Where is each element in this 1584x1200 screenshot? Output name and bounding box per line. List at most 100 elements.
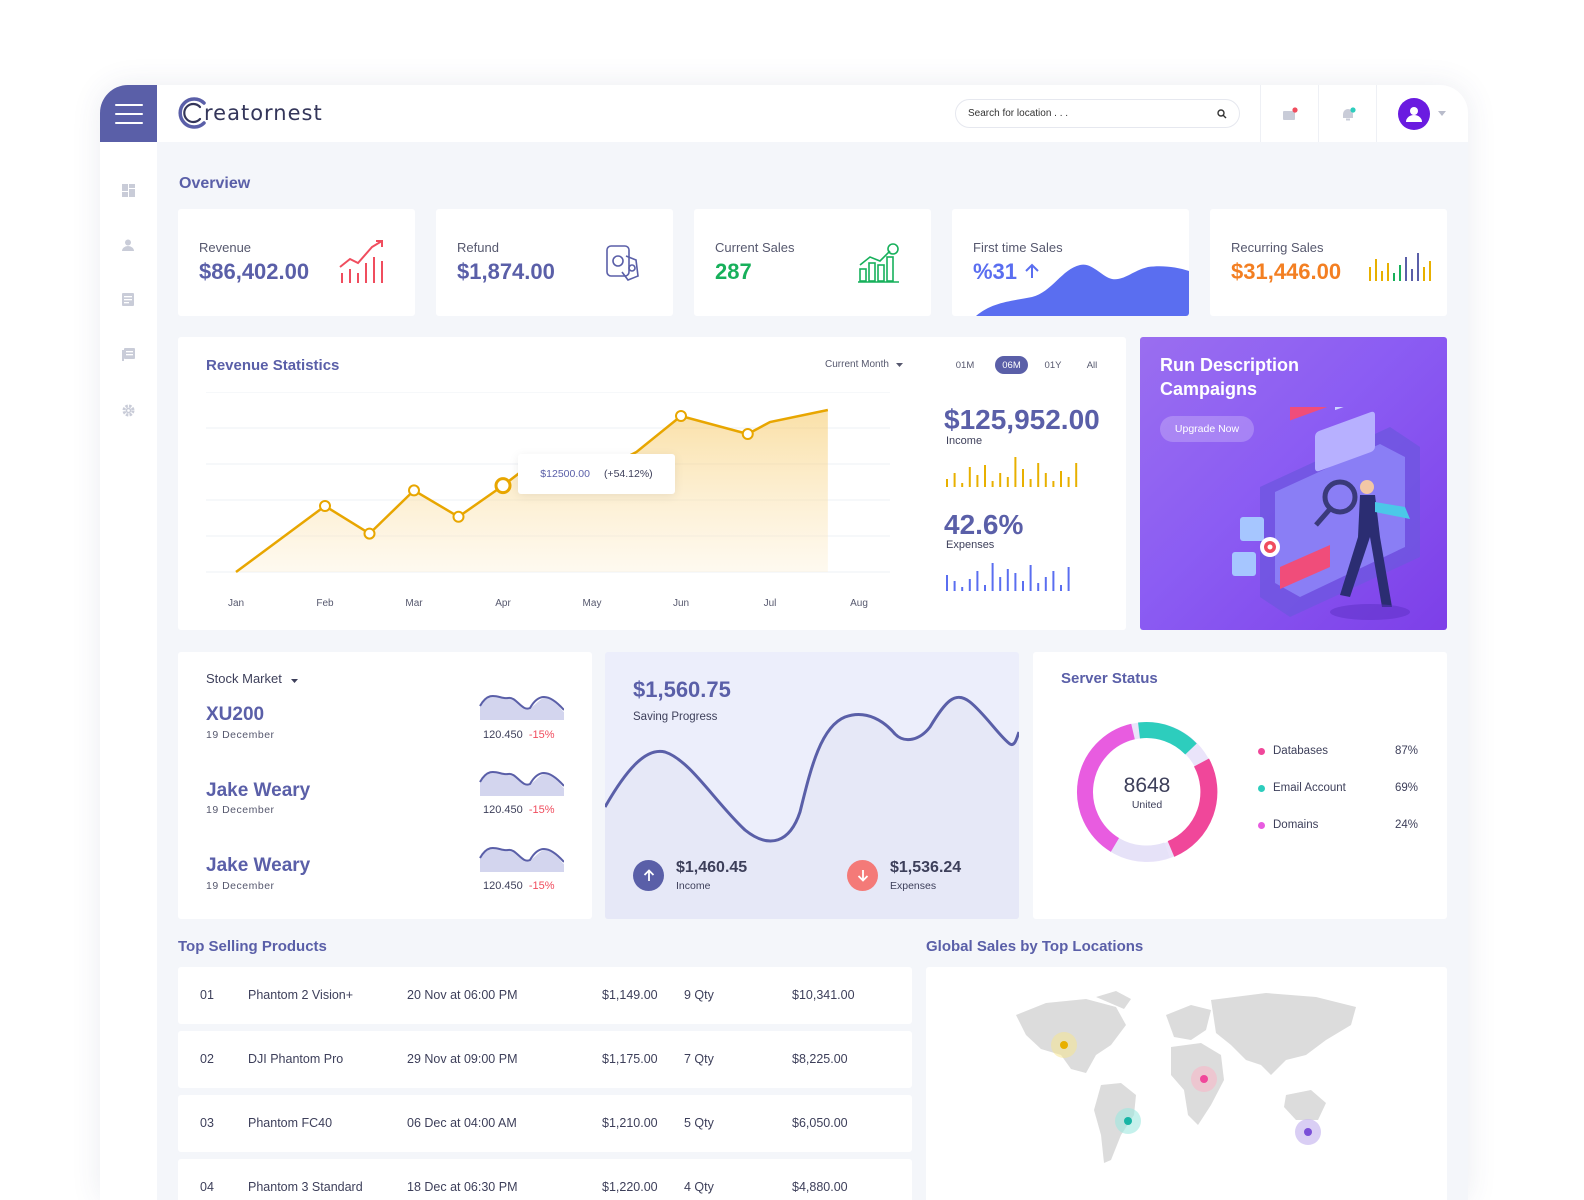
data-point[interactable] — [363, 527, 376, 540]
chevron-down-icon — [291, 679, 299, 683]
stock-value-row: 120.450 -15% — [483, 729, 555, 741]
colorful-bars-icon — [1369, 253, 1431, 281]
legend-label: Databases — [1273, 745, 1328, 757]
product-date: 18 Dec at 06:30 PM — [407, 1180, 518, 1194]
kpi-label: Refund — [457, 240, 499, 255]
product-total: $8,225.00 — [792, 1052, 848, 1066]
kpi-card-refund[interactable]: Refund $1,874.00 — [436, 209, 673, 316]
product-qty: 4 Qty — [684, 1180, 714, 1194]
product-price: $1,220.00 — [602, 1180, 658, 1194]
kpi-label: Recurring Sales — [1231, 240, 1324, 255]
income-up-icon — [633, 860, 664, 891]
legend-dot — [1258, 747, 1265, 755]
document-icon[interactable] — [120, 291, 136, 307]
kpi-card-recurring-sales[interactable]: Recurring Sales $31,446.00 — [1210, 209, 1447, 316]
x-tick-label: Jul — [764, 598, 777, 609]
data-point[interactable] — [452, 510, 465, 523]
chevron-down-icon[interactable] — [1438, 111, 1446, 116]
product-row[interactable]: 04 Phantom 3 Standard 18 Dec at 06:30 PM $1… — [178, 1159, 912, 1200]
data-point[interactable] — [319, 500, 331, 512]
income-label: Income — [946, 435, 983, 447]
stock-date: 19 December — [206, 804, 275, 816]
income-value: $125,952.00 — [944, 404, 1100, 435]
kpi-card-revenue[interactable]: Revenue $86,402.00 — [178, 209, 415, 316]
menu-button[interactable] — [100, 85, 157, 142]
product-total: $10,341.00 — [792, 988, 855, 1002]
legend-label: Domains — [1273, 819, 1319, 831]
stock-market-card: Stock Market XU200 19 December 120.450 -… — [178, 652, 592, 919]
stock-name: XU200 — [206, 704, 265, 725]
search-box[interactable] — [955, 99, 1240, 128]
period-01y[interactable]: 01Y — [1044, 359, 1062, 371]
saving-expenses-value: $1,536.24 — [890, 859, 962, 876]
user-icon — [1406, 107, 1422, 122]
sidebar — [100, 142, 157, 1200]
expenses-label: Expenses — [946, 539, 995, 551]
data-point[interactable] — [408, 484, 420, 497]
stock-value: 120.450 — [483, 804, 523, 816]
kpi-card-first-time-sales[interactable]: First time Sales %31 — [952, 209, 1189, 316]
user-avatar[interactable] — [1398, 98, 1430, 130]
x-tick-label: Jan — [228, 598, 244, 609]
product-total: $6,050.00 — [792, 1116, 848, 1130]
product-date: 06 Dec at 04:00 AM — [407, 1116, 517, 1130]
data-point[interactable] — [675, 410, 687, 422]
donut-center-value: 8648 — [1123, 774, 1171, 797]
period-06m[interactable]: 06M — [995, 356, 1028, 374]
kpi-label: First time Sales — [973, 240, 1063, 255]
search-icon[interactable] — [1217, 108, 1227, 119]
expenses-bars — [946, 563, 1070, 591]
stock-market-label: Stock Market — [206, 671, 282, 686]
news-icon[interactable] — [120, 346, 136, 362]
chevron-down-icon — [895, 363, 903, 367]
current-month-dropdown[interactable]: Current Month — [825, 359, 903, 370]
top-bar: reatornest — [100, 85, 1468, 142]
product-row[interactable]: 02 DJI Phantom Pro 29 Nov at 09:00 PM $1,17… — [178, 1031, 912, 1088]
expenses-down-icon — [847, 860, 878, 891]
x-tick-label: Mar — [405, 598, 423, 609]
product-price: $1,149.00 — [602, 988, 658, 1002]
promo-banner: Run Description Campaigns Upgrade Now — [1140, 337, 1447, 630]
product-qty: 9 Qty — [684, 988, 714, 1002]
data-point[interactable] — [741, 428, 754, 440]
server-donut-chart — [1077, 722, 1218, 862]
mail-notification-icon[interactable] — [1279, 103, 1301, 125]
user-icon[interactable] — [120, 237, 136, 253]
stock-market-dropdown[interactable]: Stock Market — [206, 671, 299, 686]
legend-email-account: Email Account 69% — [1258, 782, 1418, 794]
revenue-statistics-title: Revenue Statistics — [206, 357, 340, 374]
period-01m[interactable]: 01M — [955, 359, 975, 371]
product-no: 03 — [200, 1116, 214, 1130]
product-row[interactable]: 03 Phantom FC40 06 Dec at 04:00 AM $1,210.0… — [178, 1095, 912, 1152]
product-row[interactable]: 01 Phantom 2 Vision+ 20 Nov at 06:00 PM $1,… — [178, 967, 912, 1024]
x-tick-label: Jun — [673, 598, 689, 609]
income-bars — [946, 457, 1078, 487]
dashboard-icon[interactable] — [120, 182, 136, 198]
saving-income-label: Income — [676, 880, 711, 892]
product-name: Phantom 3 Standard — [248, 1180, 363, 1194]
kpi-value: $1,874.00 — [457, 259, 555, 284]
kpi-card-current-sales[interactable]: Current Sales 287 — [694, 209, 931, 316]
stock-change: -15% — [528, 804, 555, 816]
tooltip-change: (+54.12%) — [603, 468, 653, 480]
marketing-illustration — [1232, 407, 1420, 620]
product-qty: 5 Qty — [684, 1116, 714, 1130]
kpi-value: %31 — [973, 259, 1018, 284]
data-point[interactable] — [494, 477, 512, 495]
upgrade-now-button[interactable]: Upgrade Now — [1160, 416, 1254, 442]
period-all[interactable]: All — [1086, 359, 1098, 371]
stock-value: 120.450 — [483, 880, 523, 892]
saving-progress-card: $1,560.75 Saving Progress $1,460.45 Inco… — [605, 652, 1019, 919]
app-window: reatornest Overview Revenue $86,402.00 — [100, 85, 1468, 1200]
kpi-label: Revenue — [199, 240, 252, 255]
legend-domains: Domains 24% — [1258, 819, 1418, 831]
search-input[interactable] — [968, 108, 1217, 119]
settings-gear-icon[interactable] — [120, 402, 136, 418]
sales-wave-chart — [976, 264, 1189, 316]
brand-logo[interactable]: reatornest — [178, 94, 323, 132]
money-bag-icon — [606, 245, 639, 281]
bell-notification-icon[interactable] — [1337, 103, 1359, 125]
logo-c-icon — [178, 97, 206, 129]
product-no: 02 — [200, 1052, 214, 1066]
product-name: DJI Phantom Pro — [248, 1052, 344, 1066]
